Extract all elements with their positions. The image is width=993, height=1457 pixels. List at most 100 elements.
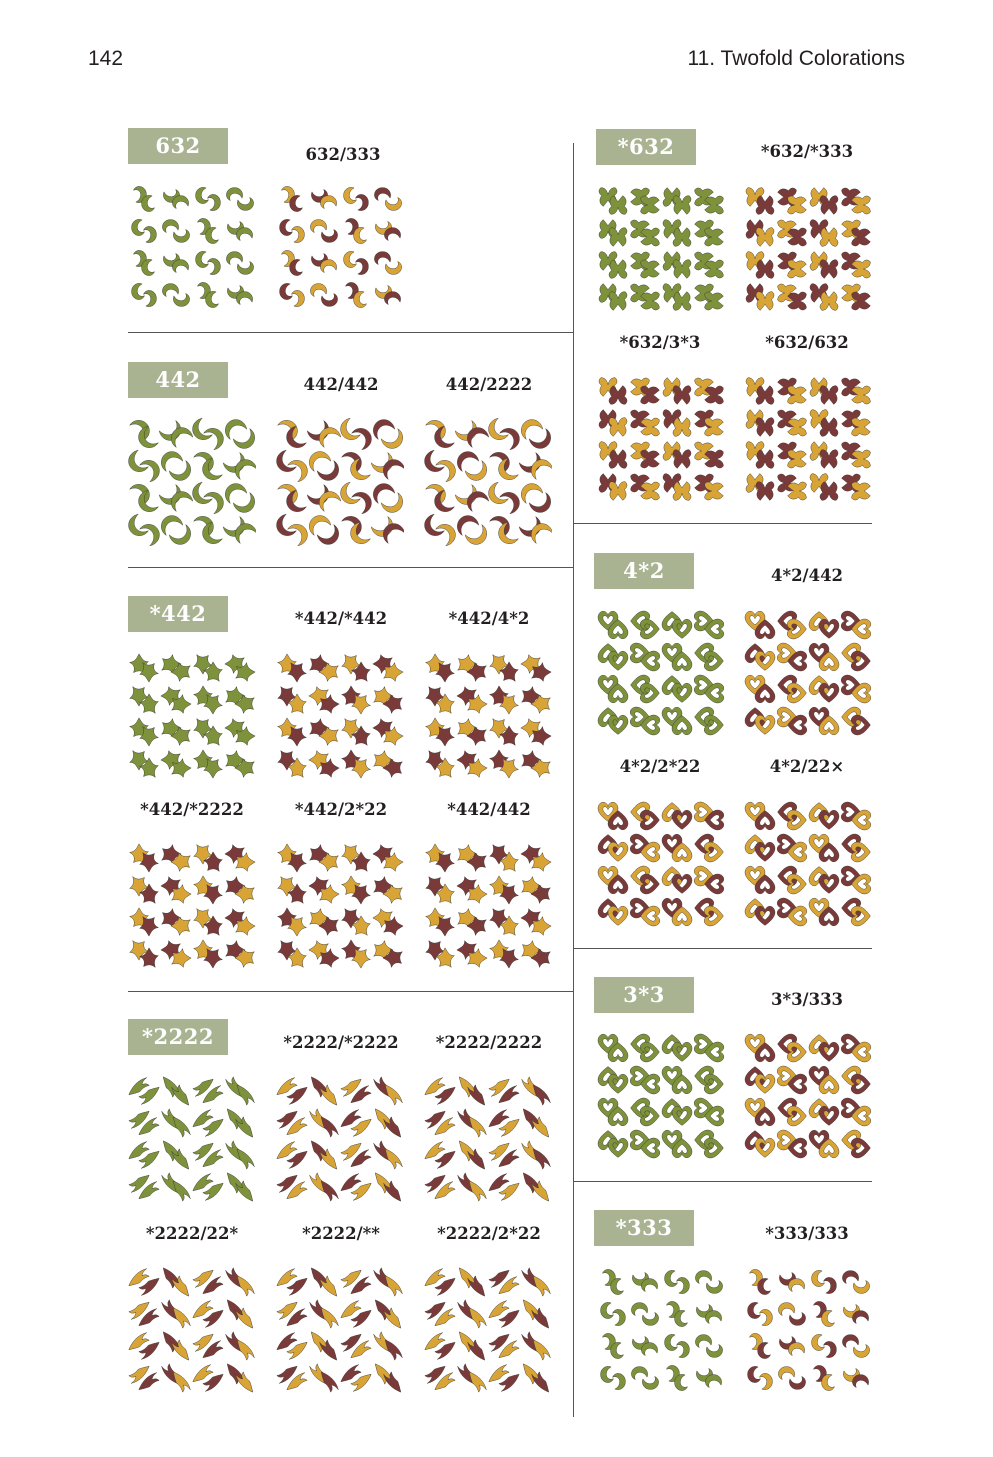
pattern-motif [192,1078,214,1097]
pattern-motif [488,1142,510,1161]
pattern-motif [316,460,339,481]
pattern-motif [607,714,629,735]
pattern-motif [530,757,552,779]
pattern-motif [276,1141,298,1160]
pattern-svg [131,186,254,308]
divider-vertical [573,143,574,1417]
pattern-svg [279,186,402,308]
pattern-motif [384,227,401,241]
pattern-motif [842,1334,859,1348]
pattern-motif [851,227,871,247]
pattern-motif [466,693,488,715]
pattern-motif [851,449,871,469]
pattern-motif [203,428,224,451]
pattern-motif [641,1278,658,1292]
divider-left-2 [128,567,574,568]
pattern-motif [171,1148,190,1170]
pattern-motif [289,259,303,276]
pattern-motif [786,618,807,640]
pattern-motif [755,449,775,469]
caption-442-2222: 442/2222 [445,375,533,394]
page-number: 142 [88,47,124,70]
pattern-motif [672,195,692,215]
pattern-motif [759,1309,773,1326]
pattern-motif [608,291,628,311]
pattern-motif [532,1339,551,1361]
pattern-motif [202,1118,224,1137]
pattern-motif [671,809,693,830]
pattern-motif [340,1109,362,1128]
caption-star2222-2star22: *2222/2*22 [437,1224,541,1243]
pattern-motif [819,291,839,311]
pattern-motif [207,194,221,211]
pattern-motif [851,259,871,279]
pattern-motif [321,229,338,243]
pattern-632-333 [276,183,404,311]
pattern-star333 [597,1266,725,1394]
pattern-motif [852,1374,869,1388]
pattern-motif [530,661,552,683]
pattern-motif [787,227,807,247]
pattern-motif [818,651,840,672]
pattern-motif [286,1308,308,1327]
pattern-motif [498,1085,520,1104]
pattern-motif [703,714,724,736]
pattern-motif [467,1339,486,1361]
pattern-motif [319,1275,338,1297]
pattern-star442-star2222 [128,842,256,970]
pattern-motif [434,1117,456,1136]
pattern-motif [819,195,839,215]
pattern-motif [340,1364,362,1383]
pattern-motif [192,418,213,440]
pattern-motif [467,1275,486,1297]
pattern-motif [488,481,509,504]
pattern-motif [755,227,775,247]
pattern-motif [754,1073,776,1094]
pattern-motif [754,841,776,862]
pattern-motif [703,1073,724,1095]
pattern-svg [276,1267,403,1393]
pattern-motif [234,725,256,747]
pattern-motif [279,283,293,300]
pattern-motif [320,1371,339,1393]
pattern-motif [350,947,372,969]
pattern-svg [744,801,872,927]
pattern-motif [671,873,693,894]
pattern-motif [318,757,340,779]
pattern-motif [383,1180,402,1202]
pattern-motif [672,417,692,437]
caption-4star2-442: 4*2/442 [770,566,844,585]
pattern-motif [205,227,219,244]
pattern-motif [207,258,221,275]
pattern-motif [787,259,807,279]
pattern-motif [353,291,367,308]
pattern-motif [671,842,693,863]
pattern-motif [642,1376,659,1390]
pattern-motif [639,809,660,831]
pattern-motif [139,460,160,483]
pattern-motif [350,661,372,683]
pattern-motif [607,1137,629,1158]
pattern-svg [597,801,725,927]
pattern-motif [498,521,519,544]
pattern-motif [234,915,256,937]
pattern-motif [639,618,660,640]
pattern-motif [286,1117,308,1136]
pattern-motif [786,873,807,895]
pattern-motif [664,1334,678,1351]
pattern-motif [671,1138,693,1159]
pattern-motif [202,947,224,969]
pattern-motif [466,661,488,683]
pattern-motif [704,259,724,279]
pattern-motif [192,1109,214,1128]
pattern-motif [161,451,184,472]
divider-right-2 [574,948,872,949]
caption-4star2-2star22: 4*2/2*22 [619,757,701,776]
pattern-svg [597,1033,725,1159]
pattern-motif [226,251,243,265]
pattern-motif [202,1276,224,1295]
pattern-motif [234,693,256,715]
pattern-motif [488,1364,510,1383]
pattern-motif [532,1148,551,1170]
pattern-motif [128,1110,150,1129]
